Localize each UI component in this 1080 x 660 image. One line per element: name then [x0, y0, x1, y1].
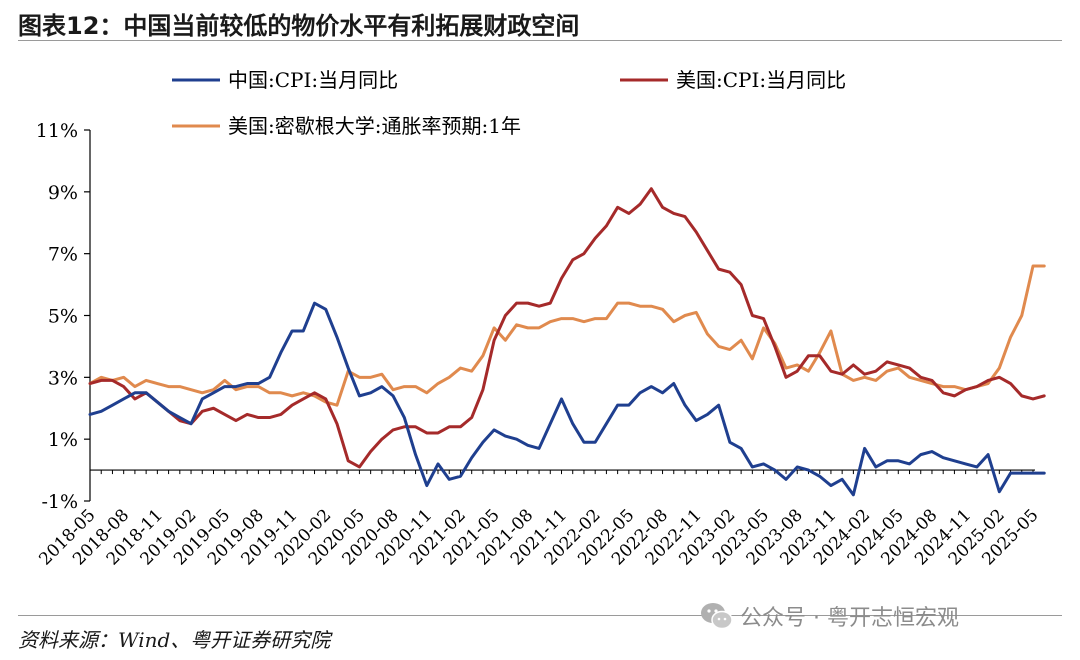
line-chart: 中国:CPI:当月同比 美国:CPI:当月同比美国:密歇根大学:通胀率预期:1年 …	[35, 68, 1046, 569]
series-line	[88, 264, 1046, 407]
x-axis: 2018-052018-082018-112019-022019-052019-…	[35, 469, 1043, 569]
legend-label: 美国:密歇根大学:通胀率预期:1年	[228, 114, 521, 138]
y-tick-label: 7%	[48, 244, 78, 266]
legend-label: 美国:CPI:当月同比	[676, 68, 846, 92]
y-axis: -1% 1% 3% 5% 7% 9% 11%	[36, 120, 91, 513]
wechat-icon	[701, 603, 733, 630]
watermark-text: 公众号 · 粤开志恒宏观	[740, 606, 959, 631]
figure-title: 图表12：中国当前较低的物价水平有利拓展财政空间	[18, 12, 580, 40]
y-tick-label: 5%	[48, 306, 78, 328]
series-line	[88, 187, 1046, 469]
footer-divider	[18, 615, 1062, 616]
watermark: 公众号 · 粤开志恒宏观	[700, 600, 959, 632]
y-tick-label: 11%	[36, 120, 78, 142]
y-tick-label: 1%	[48, 429, 78, 451]
source-note: 资料来源：Wind、粤开证券研究院	[18, 628, 331, 652]
y-tick-label: -1%	[41, 491, 78, 513]
series-line	[88, 301, 1046, 497]
series-lines	[88, 187, 1046, 497]
y-tick-label: 3%	[48, 367, 78, 389]
y-tick-label: 9%	[48, 182, 78, 204]
title-divider	[18, 40, 1062, 41]
legend-label: 中国:CPI:当月同比	[228, 68, 398, 92]
